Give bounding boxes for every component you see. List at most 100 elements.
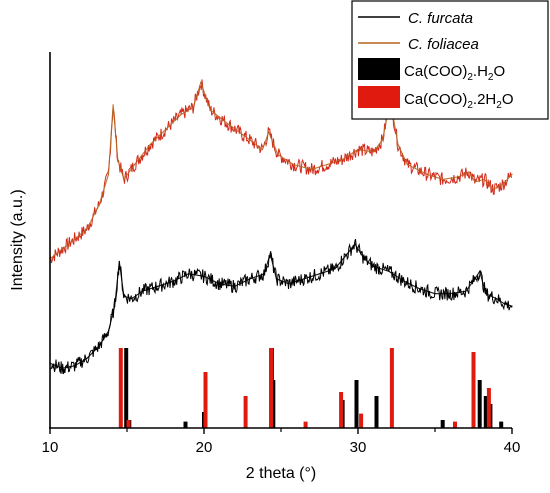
ref-bar-ca-coo-2-2h2o	[453, 421, 457, 428]
series-c-furcata-point	[496, 298, 498, 300]
series-c-foliacea-point	[149, 144, 151, 146]
ref-bar-ca-coo-2-2h2o	[243, 396, 248, 428]
ref-bar-ca-coo-2-2h2o	[486, 388, 491, 428]
series-c-furcata-point	[434, 293, 436, 295]
series-c-foliacea-line	[49, 80, 513, 260]
series-c-foliacea-point	[112, 104, 114, 106]
ref-bar-ca-coo-2-2h2o	[303, 421, 308, 428]
series-c-furcata-point	[479, 270, 481, 272]
series-c-foliacea-point	[107, 173, 110, 175]
x-tick-label: 10	[42, 439, 59, 456]
series-c-foliacea-point	[372, 151, 374, 153]
x-ticks: 10 20 30 40	[42, 428, 521, 456]
series-c-foliacea-point	[426, 173, 428, 175]
series-c-furcata-point	[449, 293, 451, 295]
series-c-foliacea-point	[357, 148, 359, 151]
series-c-foliacea-point	[192, 106, 194, 108]
series-c-foliacea-point	[209, 109, 211, 111]
series-c-furcata-point	[172, 280, 174, 282]
series-c-foliacea-point	[442, 178, 444, 180]
series-c-foliacea-point	[311, 168, 313, 170]
series-c-furcata-point	[363, 258, 365, 260]
series-c-foliacea-point	[164, 129, 167, 131]
series-c-furcata-point	[234, 285, 236, 287]
series-c-foliacea-point	[123, 178, 125, 180]
series-c-furcata-point	[263, 273, 265, 275]
legend-label-c-foliacea: C. foliacea	[408, 36, 479, 53]
ref-bar-ca-coo-2-h2o	[499, 421, 504, 428]
series-c-foliacea-point	[326, 163, 328, 166]
series-c-foliacea-point	[98, 203, 100, 205]
series-c-furcata-point	[419, 288, 421, 290]
ref-bar-ca-coo-2-2h2o	[389, 348, 394, 428]
series-c-furcata-point	[107, 330, 110, 332]
y-axis-label: Intensity (a.u.)	[9, 189, 26, 290]
ref-bar-ca-coo-2-h2o	[374, 396, 379, 428]
series-c-furcata-point	[203, 275, 205, 277]
series-c-foliacea-point	[457, 176, 459, 178]
series-c-foliacea-point	[261, 148, 264, 151]
series-c-foliacea-point	[502, 183, 504, 185]
series-c-furcata-point	[218, 283, 220, 285]
series-c-furcata-point	[288, 283, 290, 285]
series-c-foliacea-point	[268, 131, 270, 133]
series-c-foliacea-point	[86, 228, 88, 230]
series-c-foliacea-point	[117, 158, 119, 161]
series-c-furcata-point	[157, 285, 159, 287]
series-c-furcata-point	[74, 365, 76, 367]
series-c-furcata-point	[474, 278, 476, 280]
series-c-furcata-point	[318, 273, 321, 275]
x-tick-label: 30	[350, 439, 367, 456]
series-c-foliacea-point	[61, 248, 63, 250]
series-c-foliacea-point	[74, 238, 76, 240]
ref-bar-ca-coo-2-2h2o	[126, 420, 131, 428]
series-layer	[49, 79, 513, 375]
series-c-furcata-point	[249, 278, 251, 280]
series-c-furcata-point	[114, 305, 116, 307]
legend-swatch-dihydrate	[358, 86, 400, 108]
series-c-furcata-point	[372, 265, 374, 267]
ref-bar-ca-coo-2-2h2o	[118, 348, 123, 428]
x-tick-label: 40	[504, 439, 521, 456]
series-c-foliacea-point	[200, 81, 202, 83]
series-c-furcata-point	[388, 270, 390, 272]
series-c-foliacea-point	[180, 114, 182, 116]
ref-bar-ca-coo-2-2h2o	[269, 348, 273, 428]
series-c-furcata-point	[123, 295, 125, 297]
series-c-foliacea-point	[134, 163, 136, 166]
series-c-foliacea-point	[221, 119, 224, 121]
series-c-furcata-point	[131, 298, 133, 300]
series-c-foliacea-point	[406, 163, 408, 166]
ref-bar-ca-coo-2-2h2o	[471, 352, 476, 428]
series-c-foliacea-point	[483, 178, 485, 180]
ref-bar-ca-coo-2-2h2o	[359, 413, 364, 428]
x-axis-label: 2 theta (°)	[246, 465, 316, 482]
legend-label-monohydrate: Ca(COO)2.H2O	[404, 63, 505, 83]
series-c-foliacea-point	[397, 144, 399, 146]
series-c-furcata-point	[511, 305, 513, 307]
series-c-foliacea-point	[511, 173, 513, 175]
series-c-furcata-point	[98, 345, 100, 347]
series-c-foliacea-point	[382, 139, 384, 141]
series-c-foliacea-point	[277, 153, 279, 156]
series-c-furcata-point	[465, 290, 467, 292]
series-c-furcata-noise	[49, 238, 513, 375]
series-c-furcata-point	[346, 253, 348, 255]
series-c-furcata-point	[141, 290, 143, 292]
ref-bar-ca-coo-2-h2o	[477, 380, 482, 428]
reference-bars-layer	[118, 348, 504, 428]
ref-bar-ca-coo-2-2h2o	[203, 372, 208, 428]
series-c-furcata-point	[188, 273, 190, 275]
series-c-furcata-point	[354, 243, 356, 245]
series-c-furcata-point	[118, 260, 120, 262]
legend-label-c-furcata: C. furcata	[408, 10, 473, 27]
series-c-foliacea-point	[292, 163, 294, 166]
ref-bar-ca-coo-2-h2o	[354, 380, 359, 428]
series-c-furcata-point	[275, 278, 277, 280]
legend-swatch-monohydrate	[358, 58, 400, 80]
series-c-furcata-point	[269, 253, 271, 255]
series-c-furcata-point	[86, 357, 88, 359]
series-c-furcata-point	[61, 367, 63, 369]
series-c-foliacea-point	[468, 171, 470, 173]
